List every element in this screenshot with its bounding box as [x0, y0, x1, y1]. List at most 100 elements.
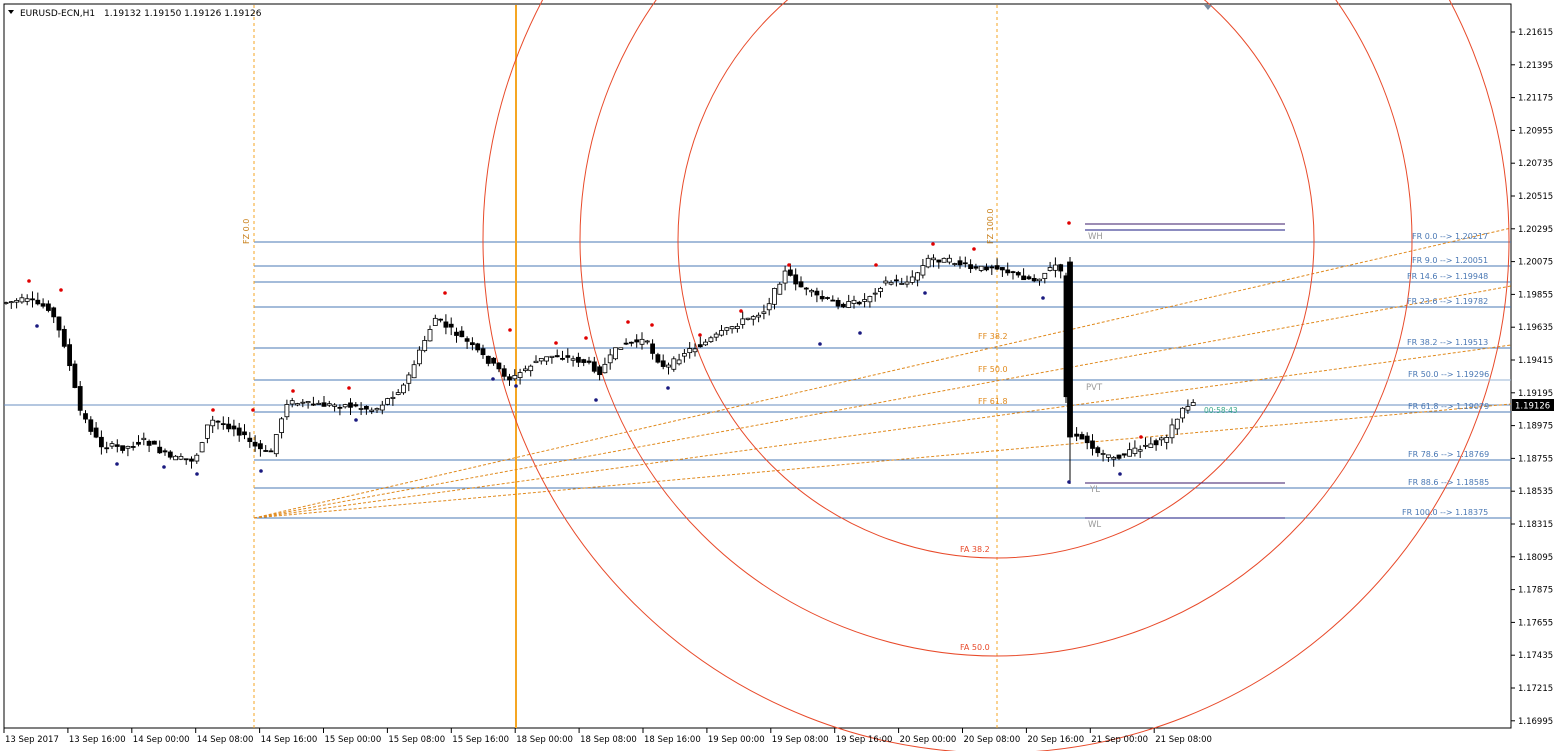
price-tick-label: 1.21615 [1518, 28, 1553, 38]
overlay-labels: FR 0.0 --> 1.20217 FR 9.0 --> 1.20051 FR 1… [242, 208, 1489, 652]
candle-body [883, 280, 889, 284]
candle-body [703, 341, 708, 346]
candle-body [777, 283, 783, 295]
candle-body [814, 290, 820, 296]
candle-body [947, 257, 952, 263]
candle-body [613, 347, 618, 360]
candle-body [194, 454, 200, 462]
candle-body [342, 404, 348, 408]
candle-body [326, 403, 332, 406]
candle-body [565, 355, 571, 358]
candle-body [252, 441, 258, 447]
candle-body [1116, 454, 1122, 459]
candle-body [485, 355, 491, 364]
candle-body [40, 303, 46, 307]
time-tick-label: 18 Sep 08:00 [580, 735, 637, 745]
price-tick-label: 1.19195 [1518, 389, 1553, 399]
fractal-down-marker [1041, 296, 1045, 300]
candle-body [591, 361, 597, 372]
candle-body [348, 402, 353, 408]
candle-body [337, 406, 343, 409]
price-tick-label: 1.20295 [1518, 225, 1553, 235]
candle-body [501, 368, 507, 377]
candle-body [1137, 449, 1143, 452]
candle-body [512, 375, 518, 380]
fib-retracement-label: FR 0.0 --> 1.20217 [1412, 232, 1488, 241]
candle-body [416, 349, 422, 365]
candle-body [952, 263, 958, 265]
level-label: WL [1088, 520, 1101, 530]
candle-body [766, 303, 772, 311]
chart-shift-marker-icon[interactable] [1204, 5, 1212, 10]
fib-arc-label: FA 38.2 [960, 545, 990, 554]
fractal-up-marker [1067, 221, 1071, 225]
fractal-up-marker [931, 242, 935, 246]
fractal-up-marker [739, 309, 743, 313]
candle-body [35, 299, 41, 305]
fib-retracement-label: FR 100.0 --> 1.18375 [1402, 508, 1488, 517]
candle-body [761, 311, 767, 314]
fib-fan-line [253, 403, 1512, 519]
candle-body [517, 372, 523, 379]
candle-body [88, 419, 94, 432]
candle-body [1058, 264, 1064, 272]
fib-retracement-label: FR 23.6 --> 1.19782 [1407, 297, 1488, 306]
fractal-down-marker [923, 291, 927, 295]
candle-body [1067, 261, 1073, 438]
candle-body [735, 325, 740, 330]
fib-retracement-label: FR 88.6 --> 1.18585 [1408, 478, 1489, 487]
candle-body [183, 458, 189, 461]
candle-body [973, 266, 979, 269]
candle-body [841, 303, 846, 308]
candle-body [835, 299, 841, 307]
candle-body [607, 354, 613, 364]
candle-body [1047, 267, 1053, 271]
fib-retracement-label: FR 9.0 --> 1.20051 [1412, 256, 1488, 265]
candle-body [1121, 453, 1127, 456]
time-tick-label: 19 Sep 00:00 [708, 735, 765, 745]
candle-body [422, 340, 428, 352]
candle-body [915, 272, 920, 281]
candle-body [369, 409, 375, 412]
candle-body [83, 413, 88, 420]
candle-body [496, 362, 502, 370]
candle-body [379, 404, 385, 411]
candle-body [544, 356, 549, 362]
candle-body [989, 266, 995, 269]
candle-body [1185, 406, 1191, 411]
candle-body [189, 458, 194, 462]
fib-fan-line [253, 227, 1512, 519]
time-axis: 13 Sep 2017 13 Sep 16:00 14 Sep 00:00 14 Se… [3, 728, 1212, 745]
candle-body [385, 398, 391, 405]
triangle-down-icon[interactable] [8, 10, 14, 14]
candle-body [321, 402, 327, 407]
candle-body [443, 321, 449, 328]
candle-body [682, 353, 687, 357]
candle-body [941, 257, 947, 263]
candle-body [549, 355, 555, 358]
fib-retracement-label: FR 61.8 --> 1.19079 [1408, 402, 1489, 411]
candle-body [279, 418, 285, 433]
candle-body [825, 297, 830, 299]
candle-body [30, 298, 35, 301]
fractal-down-marker [594, 398, 598, 402]
time-tick-label: 14 Sep 08:00 [197, 735, 254, 745]
candle-body [469, 342, 475, 346]
level-label: WH [1088, 232, 1103, 242]
candle-body [666, 364, 671, 368]
candle-body [570, 358, 576, 361]
candle-body [856, 301, 862, 305]
fractal-down-marker [115, 462, 119, 466]
candle-body [803, 287, 809, 290]
candle-body [454, 331, 459, 336]
candle-body [846, 301, 852, 308]
candle-body [226, 423, 232, 430]
fractal-up-marker [698, 333, 702, 337]
candle-body [332, 404, 338, 407]
candle-body [56, 316, 62, 331]
candle-body [533, 360, 539, 364]
ohlc-values: 1.19132 1.19150 1.19126 1.19126 [104, 9, 262, 19]
plot-area[interactable] [3, 3, 1512, 729]
